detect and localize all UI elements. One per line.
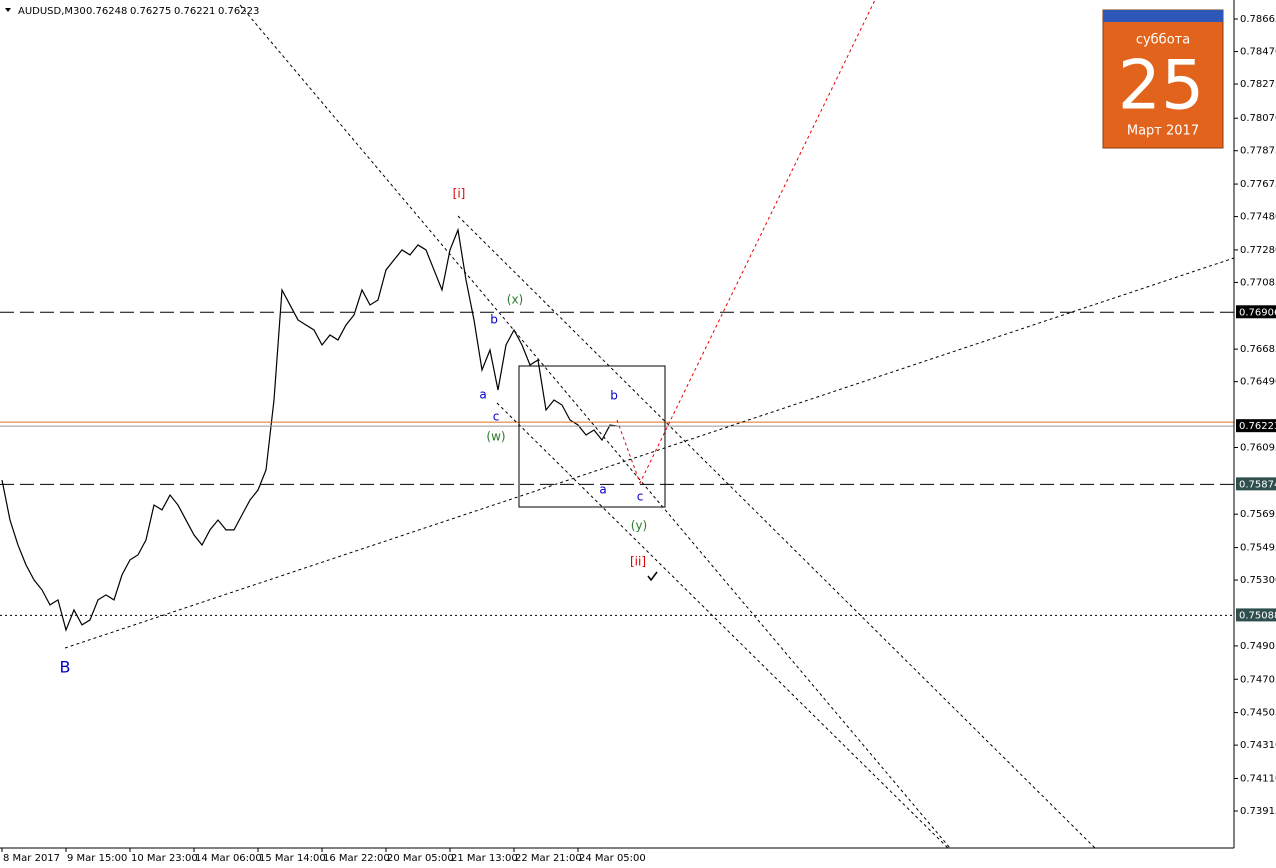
trendline	[64, 257, 1235, 649]
plot-area	[0, 227, 1234, 632]
projection-line	[616, 0, 876, 485]
wave-label: [ii]	[630, 555, 646, 569]
quote-close: 0.76223	[218, 6, 259, 17]
x-tick-label: 14 Mar 06:00	[195, 853, 262, 864]
y-tick-label: 0.74905	[1240, 641, 1276, 652]
y-tick-label: 0.78665	[1240, 14, 1276, 25]
symbol-title: AUDUSD,M30	[18, 6, 86, 17]
calendar-weekday: суббота	[1136, 33, 1190, 48]
calendar-card	[1102, 9, 1224, 149]
y-tick-label: 0.75495	[1240, 543, 1276, 554]
y-tick-label: 0.74505	[1240, 708, 1276, 719]
x-tick-label: 21 Mar 13:00	[451, 853, 518, 864]
x-tick-label: 15 Mar 14:00	[259, 853, 326, 864]
quote-high: 0.76275	[130, 6, 171, 17]
y-tick-label: 0.73915	[1240, 806, 1276, 817]
calendar-widget: суббота 25 Март 2017	[1102, 9, 1224, 149]
zone-box	[518, 365, 666, 508]
y-tick-label: 0.75695	[1240, 509, 1276, 520]
x-tick-label: 16 Mar 22:00	[323, 853, 390, 864]
wave-label: B	[60, 658, 71, 677]
level-label-box	[1236, 305, 1276, 319]
calendar-rings	[1103, 10, 1223, 22]
x-tick-label: 24 Mar 05:00	[579, 853, 646, 864]
wave-label: a	[599, 483, 606, 497]
y-tick-label: 0.74705	[1240, 674, 1276, 685]
y-tick-label: 0.77675	[1240, 179, 1276, 190]
y-tick-label: 0.76095	[1240, 443, 1276, 454]
y-tick-label: 0.78275	[1240, 79, 1276, 90]
menu-arrow[interactable]	[5, 8, 11, 12]
level-label-box	[1236, 477, 1276, 491]
trendline	[239, 4, 951, 849]
calendar-month: Март 2017	[1127, 124, 1199, 139]
checkmark	[647, 571, 658, 582]
wave-label: (x)	[507, 293, 523, 307]
price-label-box	[1236, 419, 1276, 433]
level-label: 0.76906	[1239, 307, 1276, 318]
y-tick-label: 0.77875	[1240, 146, 1276, 157]
wave-label: c	[637, 490, 644, 504]
wave-label: b	[610, 389, 618, 403]
level-label: 0.75088	[1239, 610, 1276, 621]
calendar-day: 25	[1118, 47, 1205, 126]
x-tick-label: 20 Mar 05:00	[387, 853, 454, 864]
quote-low: 0.76221	[174, 6, 215, 17]
x-tick-label: 22 Mar 21:00	[515, 853, 582, 864]
quote-open: 0.76248	[86, 6, 127, 17]
x-tick-label: 8 Mar 2017	[3, 853, 60, 864]
wave-label: a	[479, 388, 486, 402]
level-label-box	[1236, 608, 1276, 622]
y-tick-label: 0.77085	[1240, 277, 1276, 288]
trendlines	[64, 4, 1235, 849]
y-tick-label: 0.76685	[1240, 344, 1276, 355]
wave-label: b	[490, 313, 498, 327]
level-label: 0.75874	[1239, 479, 1276, 490]
wave-label: c	[493, 410, 500, 424]
x-tick-label: 9 Mar 15:00	[67, 853, 127, 864]
wave-label: [i]	[453, 187, 466, 201]
wave-label: (w)	[486, 430, 505, 444]
x-tick-label: 10 Mar 23:00	[131, 853, 198, 864]
price-label: 0.76223	[1239, 421, 1276, 432]
wave-label: (y)	[631, 519, 647, 533]
